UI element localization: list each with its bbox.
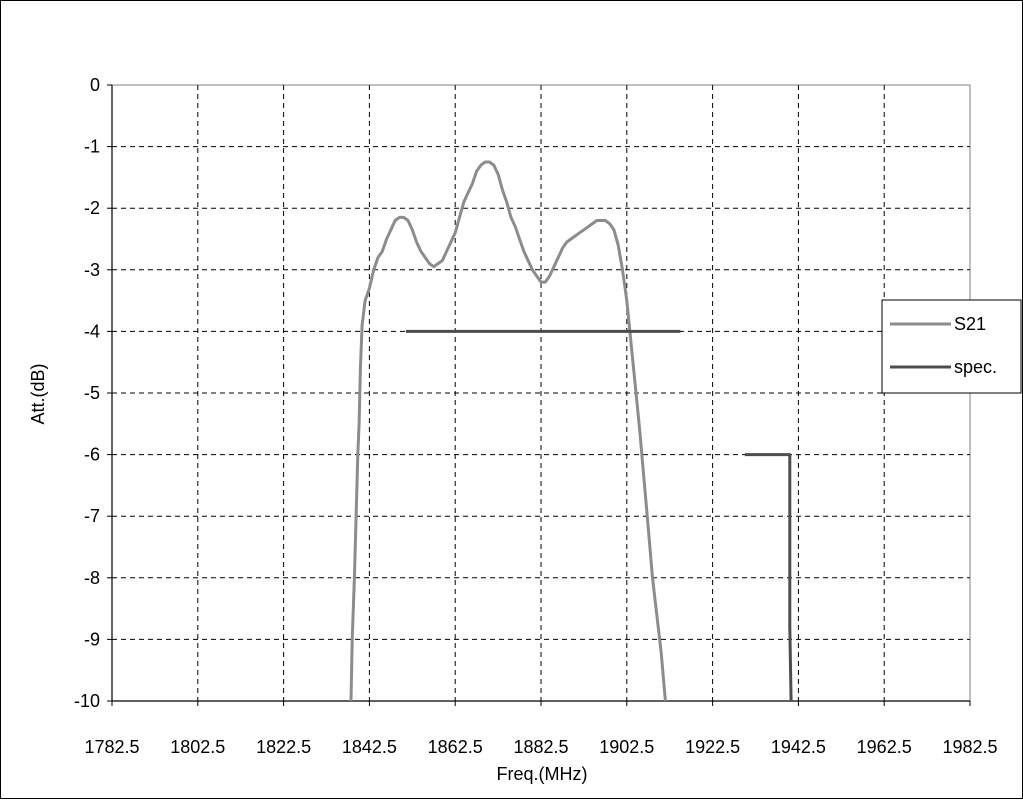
x-tick-label: 1882.5 [513,737,568,757]
y-tick-label: -9 [84,629,100,649]
y-tick-label: -1 [84,137,100,157]
plot-series [349,160,793,702]
x-tick-labels: 1782.5 1802.5 1822.5 1842.5 1862.5 1882.5 1902… [84,737,997,757]
x-tick-label: 1822.5 [256,737,311,757]
y-axis-title: Att.(dB) [28,363,48,424]
x-axis-title: Freq.(MHz) [497,764,588,784]
legend-label: S21 [954,314,986,334]
legend: S21 spec. [881,299,1022,394]
plot-grid [107,84,971,706]
y-tick-label: -2 [84,198,100,218]
y-tick-label: -5 [84,383,100,403]
x-tick-label: 1782.5 [84,737,139,757]
series-line-spec [744,453,793,702]
y-tick-labels: 0 -1 -2 -3 -4 -5 -6 -7 -8 -9 -10 [74,75,100,711]
x-tick-label: 1902.5 [599,737,654,757]
x-tick-label: 1982.5 [942,737,997,757]
x-tick-label: 1922.5 [685,737,740,757]
legend-label: spec. [954,357,997,377]
y-tick-label: -3 [84,260,100,280]
y-tick-label: -4 [84,321,100,341]
legend-box [881,299,1022,394]
x-tick-label: 1962.5 [857,737,912,757]
x-tick-label: 1802.5 [170,737,225,757]
y-tick-label: -7 [84,506,100,526]
y-tick-label: 0 [90,75,100,95]
y-tick-label: -10 [74,691,100,711]
y-tick-label: -6 [84,445,100,465]
series-line-s21 [349,160,667,702]
x-tick-label: 1842.5 [342,737,397,757]
x-tick-label: 1942.5 [771,737,826,757]
y-tick-label: -8 [84,568,100,588]
x-tick-label: 1862.5 [428,737,483,757]
